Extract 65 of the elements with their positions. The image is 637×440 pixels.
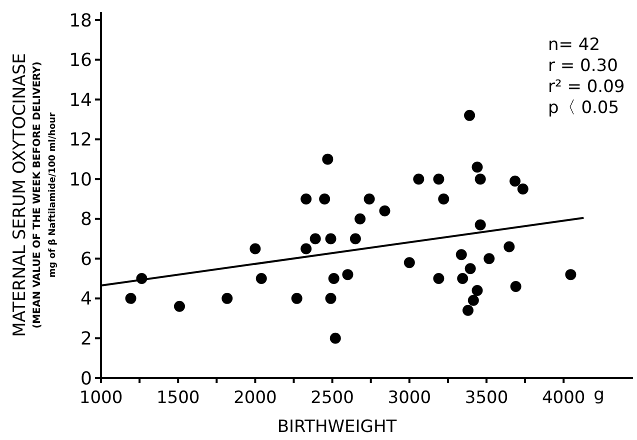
point <box>404 257 415 268</box>
point <box>472 162 483 173</box>
point <box>474 219 486 230</box>
y-tick-label: 12 <box>69 130 92 151</box>
point <box>319 193 330 204</box>
x-tick-label: 3000 <box>388 388 432 408</box>
point <box>300 243 312 254</box>
point <box>510 176 521 187</box>
point <box>474 174 486 185</box>
point <box>300 193 312 204</box>
x-tick-label: 1500 <box>156 388 200 408</box>
x-tick-label: 2500 <box>310 388 354 408</box>
point <box>250 243 261 254</box>
point <box>510 281 522 292</box>
y-tick-label: 10 <box>69 169 92 190</box>
point <box>325 292 336 304</box>
point <box>464 263 476 274</box>
point <box>310 233 321 244</box>
y-tick-label: 8 <box>80 209 92 230</box>
point <box>457 273 468 284</box>
point <box>354 213 366 224</box>
y-tick-label: 4 <box>80 288 92 310</box>
point <box>379 205 390 216</box>
annotation: n= 42 <box>548 35 600 55</box>
text: g <box>594 385 604 405</box>
point <box>125 292 136 304</box>
point <box>504 241 515 252</box>
annotation: r² = 0.09 <box>548 77 625 97</box>
point <box>472 284 483 296</box>
point <box>342 269 354 280</box>
y-tick-label: 14 <box>69 90 92 111</box>
point <box>328 273 340 284</box>
point <box>565 269 576 280</box>
point <box>291 292 302 304</box>
point <box>484 253 495 264</box>
y-tick-label: 2 <box>80 328 92 350</box>
y-tick-label: 18 <box>69 10 92 32</box>
annotation: r = 0.30 <box>548 56 618 76</box>
point <box>468 294 479 306</box>
point <box>433 174 444 185</box>
point <box>364 193 375 204</box>
point <box>325 233 336 244</box>
y-tick-label: 6 <box>80 248 92 270</box>
point <box>330 332 341 344</box>
point <box>462 304 474 316</box>
point <box>438 193 450 204</box>
y-axis-title: MATERNAL SERUM OXYTOCINASE (MEAN VALUE OF THE WEEK BEFORE DELIVERY) mg of β Naftilamide/100 ml/hour <box>10 53 58 337</box>
x-tick-label: 4000 <box>542 388 586 408</box>
point <box>350 233 361 244</box>
y-tick-label: 16 <box>69 50 92 72</box>
point <box>517 184 528 195</box>
point <box>322 154 334 165</box>
point <box>464 110 476 121</box>
point <box>174 300 185 312</box>
x-tick-label: 2000 <box>234 388 277 408</box>
x-axis-title: BIRTHWEIGHT <box>277 417 398 437</box>
x-tick-label: 1000 <box>79 388 123 408</box>
x-tick-label: 3500 <box>464 388 508 408</box>
point <box>256 273 267 284</box>
point <box>222 292 233 304</box>
y-tick-label: 0 <box>80 368 92 390</box>
point <box>456 249 467 260</box>
annotation: p〈 0.05 <box>548 98 620 118</box>
point <box>433 273 444 284</box>
point <box>413 174 424 185</box>
